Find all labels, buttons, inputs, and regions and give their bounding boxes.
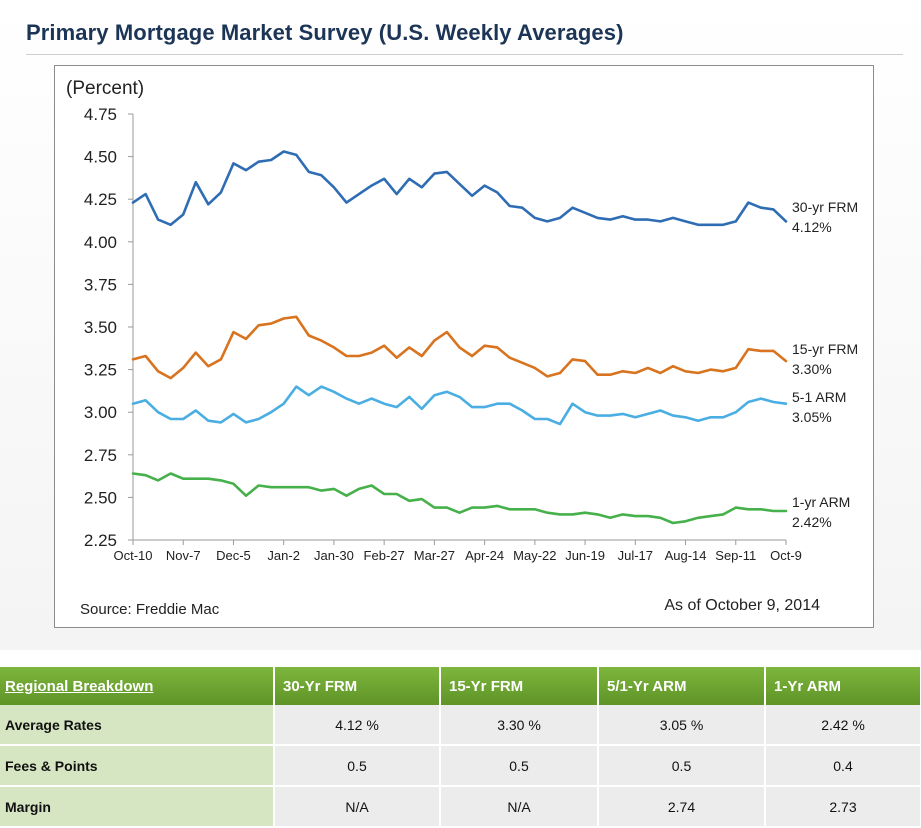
row-label-margin: Margin xyxy=(0,786,275,828)
y-axis-label: (Percent) xyxy=(66,78,144,99)
series-line xyxy=(131,385,788,426)
series-name-label: 30-yr FRM xyxy=(792,199,858,215)
table-cell: 0.4 xyxy=(765,745,921,787)
table-cell: 2.73 xyxy=(765,786,921,828)
col-header-5-1-arm: 5/1-Yr ARM xyxy=(598,665,766,705)
source-note: Source: Freddie Mac xyxy=(80,601,220,618)
table-cell: 4.12 % xyxy=(274,705,441,746)
row-label-average-rates: Average Rates xyxy=(0,705,275,746)
y-tick-label: 2.50 xyxy=(84,488,117,507)
y-tick-label: 3.25 xyxy=(84,361,117,380)
x-tick-label: Feb-27 xyxy=(364,548,405,563)
table-cell: N/A xyxy=(440,786,599,828)
title-divider xyxy=(26,54,903,55)
x-tick-label: Sep-11 xyxy=(715,548,756,563)
x-tick-label: Mar-27 xyxy=(414,548,455,563)
mortgage-rate-chart: (Percent) 4.75 4.50 4.25 4.00 3.75 3.50 3.25 3.… xyxy=(66,78,858,618)
table-cell: N/A xyxy=(274,786,441,828)
series-end-value: 3.30% xyxy=(792,361,832,377)
table-cell: 0.5 xyxy=(440,745,599,787)
x-tick-label: Nov-7 xyxy=(166,548,201,563)
table-cell: 2.42 % xyxy=(765,705,921,746)
table-row: Fees & Points 0.5 0.5 0.5 0.4 xyxy=(0,745,921,787)
y-tick-label: 2.25 xyxy=(84,531,117,550)
x-tick-label: Oct-9 xyxy=(770,548,802,563)
col-header-1yr-arm: 1-Yr ARM xyxy=(765,665,921,705)
series-end-value: 4.12% xyxy=(792,219,832,235)
x-tick-label: Aug-14 xyxy=(665,548,707,563)
series-name-label: 5-1 ARM xyxy=(792,389,846,405)
x-tick-label: Apr-24 xyxy=(465,548,504,563)
series-end-value: 3.05% xyxy=(792,409,832,425)
table-cell: 3.05 % xyxy=(598,705,766,746)
x-tick-label: Dec-5 xyxy=(216,548,251,563)
table-header-row: Regional Breakdown 30-Yr FRM 15-Yr FRM 5… xyxy=(0,665,921,705)
table-cell: 0.5 xyxy=(598,745,766,787)
y-tick-label: 2.75 xyxy=(84,446,117,465)
y-tick-label: 4.75 xyxy=(84,105,117,124)
table-row: Margin N/A N/A 2.74 2.73 xyxy=(0,786,921,828)
x-tick-label: Jun-19 xyxy=(565,548,605,563)
regional-breakdown-link[interactable]: Regional Breakdown xyxy=(0,665,275,705)
page-title: Primary Mortgage Market Survey (U.S. Wee… xyxy=(26,20,624,45)
regional-breakdown-table: Regional Breakdown 30-Yr FRM 15-Yr FRM 5… xyxy=(0,665,921,828)
y-tick-label: 3.50 xyxy=(84,318,117,337)
y-tick-label: 4.50 xyxy=(84,148,117,167)
series-line xyxy=(131,472,788,525)
y-tick-label: 4.00 xyxy=(84,233,117,252)
series-line xyxy=(131,150,788,227)
as-of-note: As of October 9, 2014 xyxy=(664,597,820,614)
x-tick-label: Jul-17 xyxy=(618,548,653,563)
x-tick-label: Jan-30 xyxy=(314,548,354,563)
row-label-fees-points: Fees & Points xyxy=(0,745,275,787)
y-tick-label: 3.75 xyxy=(84,275,117,294)
col-header-15yr-frm: 15-Yr FRM xyxy=(440,665,599,705)
series-name-label: 1-yr ARM xyxy=(792,494,850,510)
x-tick-label: May-22 xyxy=(513,548,556,563)
table-cell: 2.74 xyxy=(598,786,766,828)
table-row: Average Rates 4.12 % 3.30 % 3.05 % 2.42 … xyxy=(0,705,921,746)
col-header-30yr-frm: 30-Yr FRM xyxy=(274,665,441,705)
y-tick-label: 3.00 xyxy=(84,403,117,422)
y-tick-label: 4.25 xyxy=(84,190,117,209)
x-tick-label: Oct-10 xyxy=(113,548,152,563)
table-cell: 0.5 xyxy=(274,745,441,787)
regional-breakdown-table-wrap: Regional Breakdown 30-Yr FRM 15-Yr FRM 5… xyxy=(0,665,921,828)
series-end-value: 2.42% xyxy=(792,514,832,530)
chart-frame xyxy=(54,65,874,628)
series-name-label: 15-yr FRM xyxy=(792,341,858,357)
x-tick-label: Jan-2 xyxy=(267,548,300,563)
series-line xyxy=(131,315,788,380)
table-cell: 3.30 % xyxy=(440,705,599,746)
